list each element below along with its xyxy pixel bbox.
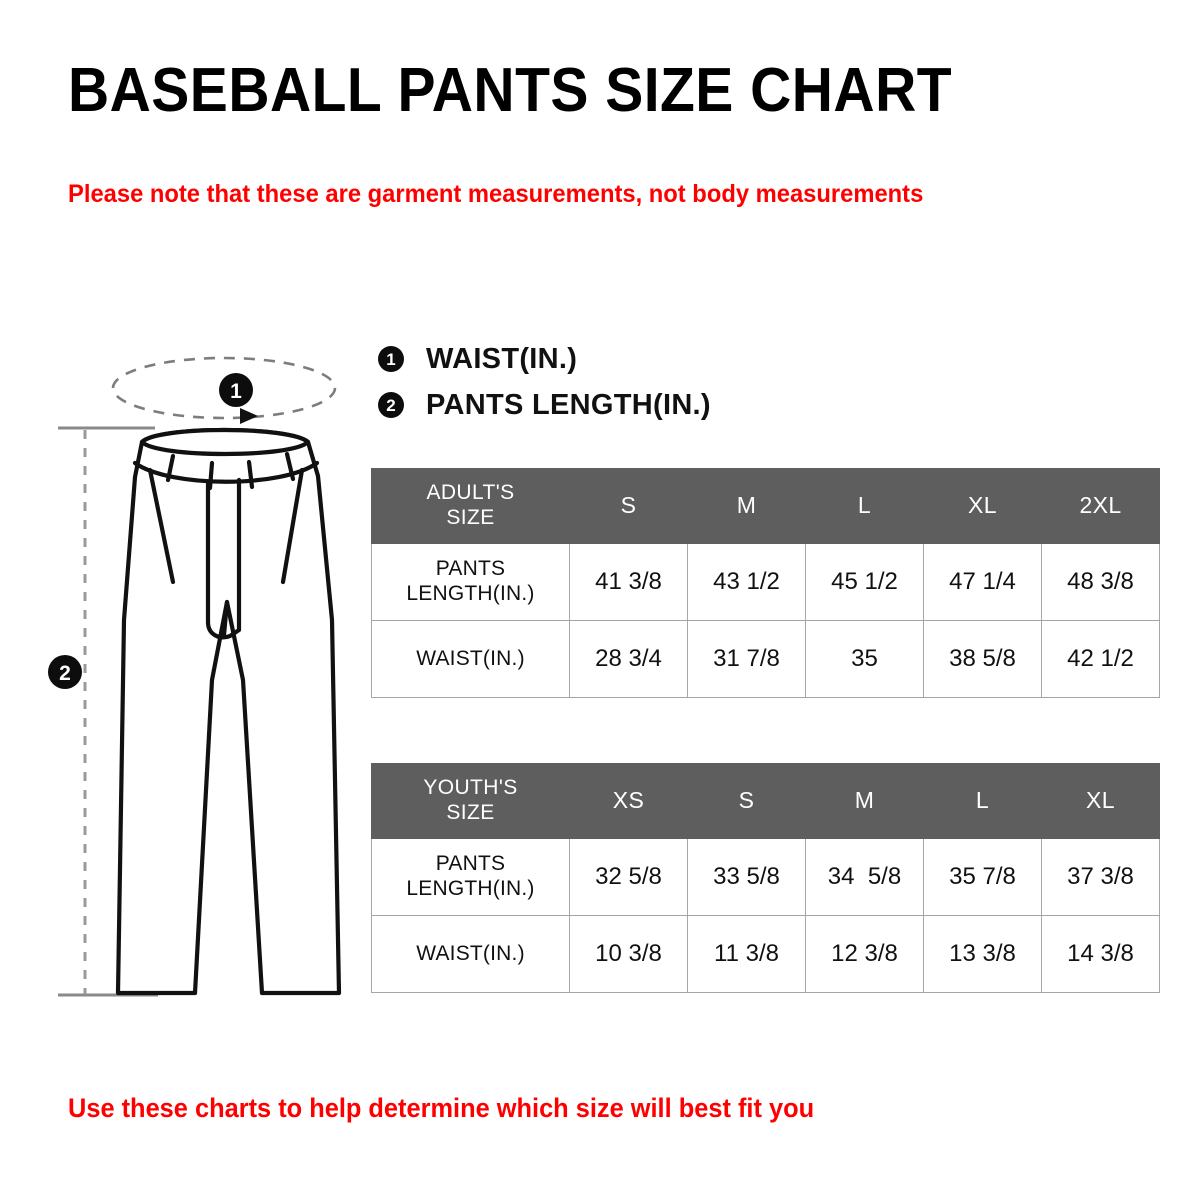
adult-table-header-row: ADULT'S SIZE S M L XL 2XL (371, 468, 1160, 544)
adult-waist-2xl: 42 1/2 (1041, 620, 1160, 698)
baseball-pants-illustration: 1 2 (40, 330, 380, 1035)
adult-size-header-s: S (569, 468, 688, 544)
adult-pants-length-2xl: 48 3/8 (1041, 543, 1160, 621)
adult-size-header-l: L (805, 468, 924, 544)
youth-pants-length-l: 35 7/8 (923, 838, 1042, 916)
youth-size-header-l: L (923, 763, 1042, 839)
youth-pants-length-m: 34 5/8 (805, 838, 924, 916)
youth-waist-s: 11 3/8 (687, 915, 806, 993)
youth-category-header: YOUTH'S SIZE (371, 763, 570, 839)
garment-measurement-note: Please note that these are garment measu… (68, 180, 924, 208)
youth-pants-length-s: 33 5/8 (687, 838, 806, 916)
adult-waist-m: 31 7/8 (687, 620, 806, 698)
youth-waist-l: 13 3/8 (923, 915, 1042, 993)
adult-waist-s: 28 3/4 (569, 620, 688, 698)
adult-pants-length-l: 45 1/2 (805, 543, 924, 621)
youth-waist-xs: 10 3/8 (569, 915, 688, 993)
adult-row0-label-line2: LENGTH(IN.) (406, 582, 535, 605)
length-marker-label: 2 (59, 662, 71, 685)
adult-size-header-2xl: 2XL (1041, 468, 1160, 544)
legend-label-pants-length: PANTS LENGTH(IN.) (426, 388, 711, 421)
youth-row1-label-line1: WAIST(IN.) (416, 941, 525, 965)
adult-row0-label-line1: PANTS (435, 557, 506, 581)
youth-category-line1: YOUTH'S (423, 776, 518, 800)
adult-category-header: ADULT'S SIZE (371, 468, 570, 544)
legend-item-waist: 1 WAIST(IN.) (378, 336, 711, 382)
youth-size-header-xl: XL (1041, 763, 1160, 839)
table-row: PANTS LENGTH(IN.) 32 5/8 33 5/8 34 5/8 3… (371, 838, 1160, 916)
waist-marker-badge (219, 373, 253, 407)
youth-pants-length-xl: 37 3/8 (1041, 838, 1160, 916)
youth-waist-xl: 14 3/8 (1041, 915, 1160, 993)
adult-row-label-waist: WAIST(IN.) (371, 620, 570, 698)
adult-pants-length-m: 43 1/2 (687, 543, 806, 621)
legend-marker-1: 1 (378, 346, 404, 372)
youth-size-header-m: M (805, 763, 924, 839)
table-row: PANTS LENGTH(IN.) 41 3/8 43 1/2 45 1/2 4… (371, 543, 1160, 621)
legend-marker-2: 2 (378, 392, 404, 418)
youth-pants-length-xs: 32 5/8 (569, 838, 688, 916)
adult-pants-length-s: 41 3/8 (569, 543, 688, 621)
youth-table-header-row: YOUTH'S SIZE XS S M L XL (371, 763, 1160, 839)
adult-row1-label-line1: WAIST(IN.) (416, 646, 525, 670)
page-title: BASEBALL PANTS SIZE CHART (68, 56, 953, 125)
adult-row-label-pants-length: PANTS LENGTH(IN.) (371, 543, 570, 621)
adult-size-header-m: M (687, 468, 806, 544)
youth-row0-label-line2: LENGTH(IN.) (406, 877, 535, 900)
adult-category-line2: SIZE (446, 506, 495, 529)
table-row: WAIST(IN.) 28 3/4 31 7/8 35 38 5/8 42 1/… (371, 620, 1160, 698)
adult-category-line1: ADULT'S (426, 481, 515, 505)
waist-measure-ellipse-icon (111, 356, 337, 420)
legend-label-waist: WAIST(IN.) (426, 342, 578, 375)
youth-size-header-xs: XS (569, 763, 688, 839)
adult-size-table: ADULT'S SIZE S M L XL 2XL PANTS LENGTH(I… (371, 468, 1160, 698)
youth-size-header-s: S (687, 763, 806, 839)
table-row: WAIST(IN.) 10 3/8 11 3/8 12 3/8 13 3/8 1… (371, 915, 1160, 993)
adult-waist-xl: 38 5/8 (923, 620, 1042, 698)
youth-row-label-pants-length: PANTS LENGTH(IN.) (371, 838, 570, 916)
legend-item-pants-length: 2 PANTS LENGTH(IN.) (378, 382, 711, 428)
length-marker-badge (48, 655, 82, 689)
youth-waist-m: 12 3/8 (805, 915, 924, 993)
adult-pants-length-xl: 47 1/4 (923, 543, 1042, 621)
adult-size-header-xl: XL (923, 468, 1042, 544)
adult-waist-l: 35 (805, 620, 924, 698)
pants-outline-shape (115, 427, 342, 996)
youth-row-label-waist: WAIST(IN.) (371, 915, 570, 993)
waist-measure-arrow-icon (240, 408, 258, 424)
waist-marker-label: 1 (230, 380, 242, 403)
youth-size-table: YOUTH'S SIZE XS S M L XL PANTS LENGTH(IN… (371, 763, 1160, 993)
youth-row0-label-line1: PANTS (435, 852, 506, 876)
measurement-legend: 1 WAIST(IN.) 2 PANTS LENGTH(IN.) (378, 336, 711, 428)
footer-note: Use these charts to help determine which… (68, 1093, 815, 1123)
youth-category-line2: SIZE (446, 801, 495, 824)
